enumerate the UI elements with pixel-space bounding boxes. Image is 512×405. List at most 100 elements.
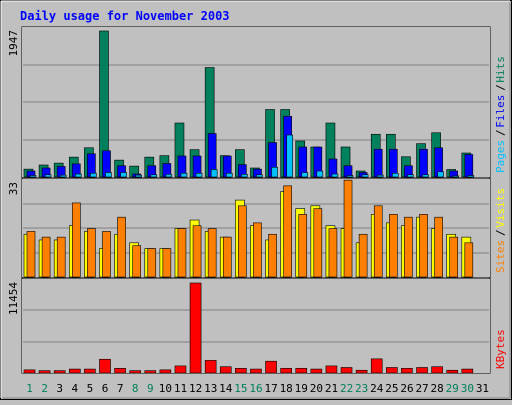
pages-bar-day-18 xyxy=(286,134,293,178)
legend-visits: Visits xyxy=(494,188,507,228)
legend-sites: Sites xyxy=(494,240,507,273)
kbytes-bar-day-3 xyxy=(53,370,66,374)
sites-bar-day-23 xyxy=(358,233,368,278)
pages-bar-day-24 xyxy=(376,174,384,178)
day-label-28: 28 xyxy=(431,382,444,395)
pages-bar-day-12 xyxy=(195,172,203,178)
day-label-20: 20 xyxy=(310,382,323,395)
pages-bar-day-30 xyxy=(467,175,475,178)
pages-bar-day-17 xyxy=(271,166,278,178)
kbytes-bar-day-22 xyxy=(340,367,353,374)
pages-bar-day-19 xyxy=(301,172,309,178)
kbytes-bar-day-2 xyxy=(38,370,51,374)
day-label-7: 7 xyxy=(117,382,124,395)
legend-hits: Hits xyxy=(494,56,507,83)
pages-bar-day-26 xyxy=(407,174,414,178)
y-max-label-kbytes: 11454 xyxy=(7,282,20,315)
day-label-3: 3 xyxy=(56,382,63,395)
kbytes-bar-day-13 xyxy=(204,360,217,374)
sites-bar-day-8 xyxy=(132,245,141,278)
kbytes-bar-day-8 xyxy=(129,370,141,374)
sites-bar-day-12 xyxy=(192,225,202,278)
sites-bar-day-24 xyxy=(373,205,383,278)
pages-bar-day-1 xyxy=(29,175,37,178)
y-max-label-hits-files-pages: 1947 xyxy=(7,30,20,57)
day-label-23: 23 xyxy=(355,382,368,395)
sites-bar-day-22 xyxy=(343,179,353,278)
day-label-24: 24 xyxy=(370,382,384,395)
sites-bar-day-7 xyxy=(117,216,126,278)
files-bar-day-24 xyxy=(373,148,383,178)
day-label-5: 5 xyxy=(87,382,94,395)
sites-bar-day-14 xyxy=(222,236,232,278)
pages-bar-day-8 xyxy=(135,174,142,178)
sites-bar-day-6 xyxy=(102,231,111,278)
day-label-2: 2 xyxy=(41,382,48,395)
day-label-21: 21 xyxy=(325,382,338,395)
kbytes-bar-day-21 xyxy=(325,365,338,374)
kbytes-bar-day-20 xyxy=(310,368,323,374)
day-label-9: 9 xyxy=(147,382,154,395)
chart-panels: 1947Pages/Files/Hits33Sites/Visits11454K… xyxy=(7,27,507,374)
sites-bar-day-5 xyxy=(87,228,96,278)
day-label-27: 27 xyxy=(415,382,428,395)
pages-bar-day-5 xyxy=(90,172,97,178)
sites-bar-day-21 xyxy=(328,228,338,278)
files-bar-day-27 xyxy=(419,148,428,178)
files-bar-day-25 xyxy=(389,148,398,178)
kbytes-bar-day-17 xyxy=(265,360,277,374)
kbytes-bar-day-12 xyxy=(189,282,202,374)
day-label-10: 10 xyxy=(159,382,172,395)
day-label-16: 16 xyxy=(249,382,262,395)
kbytes-bar-day-7 xyxy=(114,367,126,374)
kbytes-bar-day-26 xyxy=(401,367,413,374)
sites-bar-day-28 xyxy=(434,216,443,278)
legend-separator-visits-sites-1: / xyxy=(494,229,507,236)
panel-background-kbytes xyxy=(22,279,490,373)
kbytes-bar-day-28 xyxy=(431,366,443,374)
sites-bar-day-26 xyxy=(404,216,413,278)
pages-bar-day-25 xyxy=(392,172,399,178)
kbytes-bar-day-24 xyxy=(370,358,383,374)
pages-bar-day-4 xyxy=(74,173,82,178)
pages-bar-day-14 xyxy=(225,172,233,178)
pages-bar-day-9 xyxy=(150,174,158,178)
pages-bar-day-15 xyxy=(241,174,248,178)
pages-bar-day-10 xyxy=(165,174,173,178)
day-label-14: 14 xyxy=(219,382,233,395)
legend-separator-hits-files-pages-1: / xyxy=(494,129,507,136)
day-label-31: 31 xyxy=(476,382,489,395)
sites-bar-day-16 xyxy=(253,222,262,278)
sites-bar-day-3 xyxy=(56,236,66,278)
day-label-8: 8 xyxy=(132,382,139,395)
pages-bar-day-23 xyxy=(361,174,369,178)
pages-bar-day-21 xyxy=(331,173,339,178)
legend-kbytes: KBytes xyxy=(494,329,507,369)
sites-bar-day-20 xyxy=(313,208,323,278)
sites-bar-day-18 xyxy=(283,185,292,278)
kbytes-bar-day-19 xyxy=(295,367,308,374)
sites-bar-day-30 xyxy=(464,242,474,278)
kbytes-bar-day-23 xyxy=(355,369,368,374)
sites-bar-day-25 xyxy=(389,214,398,278)
kbytes-bar-day-11 xyxy=(174,365,187,374)
day-label-22: 22 xyxy=(340,382,353,395)
chart-title: Daily usage for November 2003 xyxy=(20,9,230,23)
kbytes-bar-day-15 xyxy=(235,367,247,374)
day-label-11: 11 xyxy=(174,382,187,395)
day-label-30: 30 xyxy=(461,382,474,395)
y-max-label-visits-sites: 33 xyxy=(7,182,20,195)
day-label-19: 19 xyxy=(295,382,308,395)
day-label-6: 6 xyxy=(102,382,109,395)
sites-bar-day-2 xyxy=(41,236,51,278)
pages-bar-day-22 xyxy=(346,175,354,178)
sites-bar-day-11 xyxy=(177,228,187,278)
pages-bar-day-6 xyxy=(105,172,112,178)
files-bar-day-30 xyxy=(464,154,474,178)
pages-bar-day-29 xyxy=(452,175,460,178)
kbytes-bar-day-14 xyxy=(219,366,232,374)
sites-bar-day-9 xyxy=(147,248,157,278)
kbytes-bar-day-18 xyxy=(280,367,292,374)
